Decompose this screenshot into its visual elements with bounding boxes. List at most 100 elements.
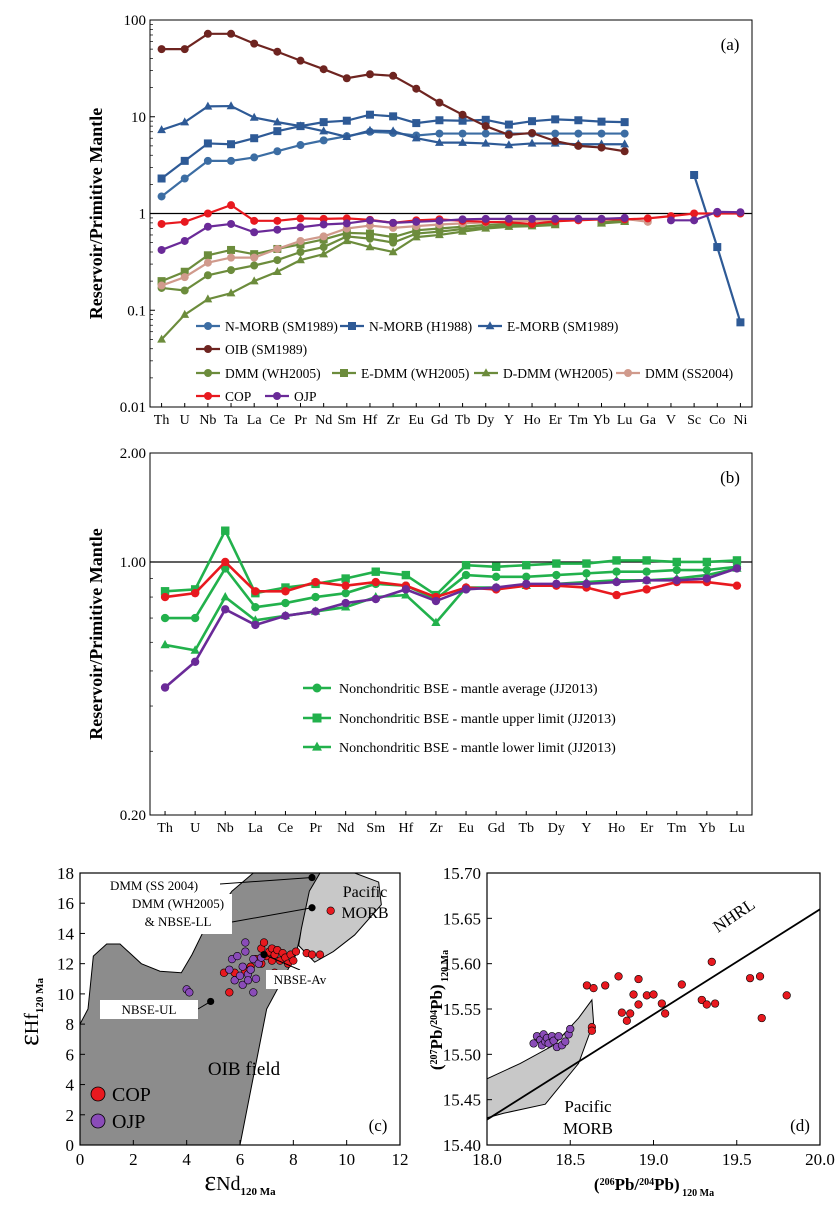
x-tick-label: Tb xyxy=(518,821,534,836)
field-label-pacific-morb: MORB xyxy=(341,905,388,922)
circle-marker xyxy=(612,567,621,576)
circle-marker xyxy=(281,598,290,608)
legend-marker xyxy=(90,1113,106,1129)
circle-marker xyxy=(160,592,170,602)
x-tick-label: Lu xyxy=(617,413,633,428)
circle-marker xyxy=(612,577,621,587)
x-axis-label: εNd120 Ma xyxy=(204,1166,276,1198)
x-tick-label: Th xyxy=(154,413,170,428)
circle-marker xyxy=(204,392,212,400)
data-point xyxy=(677,980,686,989)
data-point xyxy=(225,965,234,974)
triangle-marker xyxy=(249,276,259,285)
x-tick-label: Gd xyxy=(488,821,505,836)
x-tick-label: Ce xyxy=(278,821,294,836)
data-point xyxy=(249,955,258,964)
circle-marker xyxy=(491,583,501,592)
data-point xyxy=(529,1039,538,1048)
circle-marker xyxy=(551,129,560,138)
callout-label: DMM (SS 2004) xyxy=(110,878,198,893)
circle-marker xyxy=(461,585,471,594)
circle-marker xyxy=(624,369,632,377)
triangle-marker xyxy=(249,112,259,121)
circle-marker xyxy=(342,219,351,228)
data-point xyxy=(626,1009,635,1018)
circle-marker xyxy=(311,577,320,587)
circle-marker xyxy=(365,216,374,225)
y-tick-label: 15.70 xyxy=(443,864,481,883)
data-point xyxy=(601,981,610,990)
field-label-pacific-morb: Pacific xyxy=(343,884,387,901)
data-point xyxy=(634,974,643,984)
circle-marker xyxy=(504,214,513,223)
triangle-marker xyxy=(342,132,352,141)
triangle-marker xyxy=(157,125,166,134)
square-marker xyxy=(227,140,236,149)
data-point xyxy=(249,988,258,997)
data-point xyxy=(561,1037,570,1046)
circle-marker xyxy=(574,129,583,138)
circle-marker xyxy=(204,322,212,330)
y-axis-label: (207Pb/204Pb) 120 Ma xyxy=(427,950,451,1070)
y-tick-label: 100 xyxy=(124,13,147,29)
triangle-marker xyxy=(504,140,514,149)
callout-label: DMM (WH2005) xyxy=(132,896,224,911)
panel-label: (c) xyxy=(369,1116,388,1135)
x-tick-label: 18.5 xyxy=(555,1150,585,1169)
y-tick-label: 15.50 xyxy=(443,1045,481,1064)
square-marker xyxy=(157,174,166,183)
legend-label: COP xyxy=(225,389,251,404)
y-tick-label: 6 xyxy=(66,1045,75,1064)
triangle-marker xyxy=(160,639,170,649)
callout-box xyxy=(124,894,232,934)
triangle-marker xyxy=(342,236,352,245)
circle-marker xyxy=(435,129,444,138)
legend: N-MORB (SM1989) N-MORB (H1988) E-MORB (SM1… xyxy=(196,319,733,404)
x-tick-label: Ta xyxy=(224,413,239,428)
circle-marker xyxy=(552,570,561,580)
square-marker xyxy=(582,559,591,568)
legend: Nonchondritic BSE - mantle average (JJ20… xyxy=(303,682,616,756)
circle-marker xyxy=(458,110,467,119)
y-tick-label: 15.55 xyxy=(443,1000,481,1019)
x-tick-label: Tm xyxy=(667,821,687,836)
data-point xyxy=(241,938,250,947)
circle-marker xyxy=(643,214,652,223)
circle-marker xyxy=(732,564,742,573)
x-tick-label: Y xyxy=(504,413,514,428)
x-tick-label: Ni xyxy=(733,413,747,428)
square-marker xyxy=(642,556,651,565)
circle-marker xyxy=(227,253,236,262)
circle-marker xyxy=(522,579,531,589)
circle-marker xyxy=(319,220,328,229)
circle-marker xyxy=(574,141,583,150)
square-marker xyxy=(180,156,189,165)
series-ojp xyxy=(160,564,742,692)
circle-marker xyxy=(296,56,305,65)
circle-marker xyxy=(157,219,166,228)
circle-marker xyxy=(341,598,350,608)
square-marker xyxy=(461,560,471,570)
triangle-marker xyxy=(180,309,190,318)
legend-label: COP xyxy=(112,1084,151,1106)
x-tick-label: Ho xyxy=(608,821,625,836)
circle-marker xyxy=(371,577,380,587)
x-tick-label: Sc xyxy=(687,413,701,428)
y-axis-label: εHf120 Ma xyxy=(14,978,46,1047)
triangle-marker xyxy=(272,266,282,275)
x-tick-label: U xyxy=(180,413,190,428)
square-marker xyxy=(342,116,351,125)
x-tick-label: Zr xyxy=(387,413,401,428)
x-tick-label: Nb xyxy=(217,821,234,836)
square-marker xyxy=(620,118,629,127)
square-marker xyxy=(504,120,513,129)
square-marker xyxy=(435,224,444,233)
circle-marker xyxy=(250,39,259,48)
triangle-marker xyxy=(296,121,305,130)
square-marker xyxy=(221,526,230,535)
x-tick-label: 4 xyxy=(182,1150,191,1169)
circle-marker xyxy=(736,208,745,217)
circle-marker xyxy=(458,215,467,224)
circle-marker xyxy=(227,29,236,38)
x-tick-label: Ga xyxy=(640,413,657,428)
